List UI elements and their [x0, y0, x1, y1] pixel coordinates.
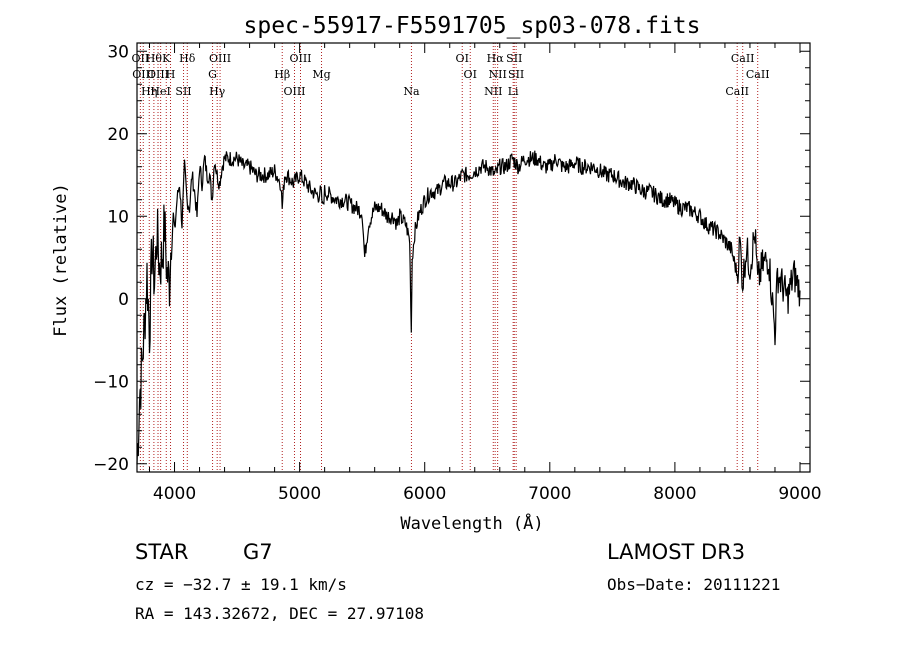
line-marker-label: OIII [209, 52, 231, 65]
survey-name: LAMOST DR3 [607, 540, 746, 564]
line-marker-label: H [166, 68, 176, 81]
line-marker-label: Hθ [146, 52, 163, 65]
line-marker-label: Hβ [274, 68, 290, 81]
line-marker-label: Mg [312, 68, 330, 81]
emission-line-markers [139, 43, 759, 472]
line-marker-label: OIII [289, 52, 311, 65]
line-marker-label: SII [175, 85, 191, 98]
y-tick-label: 10 [107, 207, 129, 227]
y-tick-label: −10 [93, 372, 129, 392]
line-marker-label: NII [488, 68, 506, 81]
x-tick-label: 9000 [778, 484, 821, 504]
line-marker-label: Hα [487, 52, 505, 65]
x-tick-label: 4000 [153, 484, 196, 504]
y-tick-label: 0 [118, 290, 129, 310]
line-marker-label: OI [456, 52, 469, 65]
x-axis: 4000 5000 6000 7000 8000 9000 [149, 43, 822, 504]
line-marker-label: Li [508, 85, 519, 98]
line-marker-label: Hγ [209, 85, 226, 98]
line-marker-label: NII [484, 85, 502, 98]
object-class: STAR [135, 540, 189, 564]
line-marker-label: CaII [746, 68, 770, 81]
y-axis: −20 −10 0 10 20 30 [93, 42, 810, 475]
line-marker-label: SII [508, 68, 524, 81]
x-tick-label: 6000 [403, 484, 446, 504]
line-marker-label: CaII [725, 85, 749, 98]
obs-date: Obs−Date: 20111221 [607, 575, 781, 594]
x-tick-label: 8000 [653, 484, 696, 504]
y-axis-label: Flux (relative) [51, 183, 71, 337]
x-axis-label: Wavelength (Å) [400, 512, 543, 534]
line-marker-label: HeI [150, 85, 170, 98]
line-marker-label: Na [403, 85, 420, 98]
line-marker-label: OIII [283, 85, 305, 98]
line-marker-label: Hη [141, 85, 157, 98]
y-tick-label: 20 [107, 125, 129, 145]
line-marker-label: SII [506, 52, 522, 65]
line-marker-label: OII [132, 52, 150, 65]
spectral-subclass: G7 [243, 540, 273, 564]
line-marker-label: Hδ [179, 52, 196, 65]
plot-frame [136, 42, 811, 473]
line-marker-label: CaII [731, 52, 755, 65]
line-marker-label: K [162, 52, 171, 65]
line-marker-label: OI [464, 68, 477, 81]
spectrum-series-line [136, 150, 801, 465]
chart-title: spec-55917-F5591705_sp03-078.fits [244, 13, 701, 39]
emission-line-labels: OIIOIIIHηHθOIIIHeIKHSIIHδGHγOIIIHβOIIIOI… [132, 52, 770, 98]
redshift-readout: cz = −32.7 ± 19.1 km/s [135, 575, 347, 594]
line-marker-label: OIII [132, 68, 154, 81]
line-marker-label: OIII [147, 68, 169, 81]
x-tick-label: 7000 [528, 484, 571, 504]
line-marker-label: G [208, 68, 217, 81]
x-tick-label: 5000 [278, 484, 321, 504]
y-tick-label: −20 [93, 455, 129, 475]
coordinates: RA = 143.32672, DEC = 27.97108 [135, 604, 424, 623]
y-tick-label: 30 [107, 42, 129, 62]
